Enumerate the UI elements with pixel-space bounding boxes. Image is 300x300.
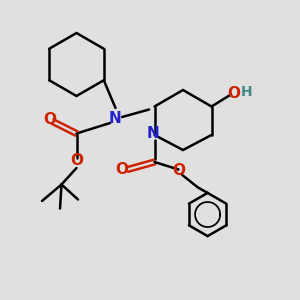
Text: O: O — [227, 85, 240, 100]
Text: O: O — [70, 153, 83, 168]
Text: O: O — [172, 163, 186, 178]
Text: H: H — [241, 85, 252, 98]
Text: O: O — [115, 162, 128, 177]
Text: O: O — [43, 112, 56, 128]
Text: N: N — [147, 126, 159, 141]
Text: N: N — [109, 111, 122, 126]
